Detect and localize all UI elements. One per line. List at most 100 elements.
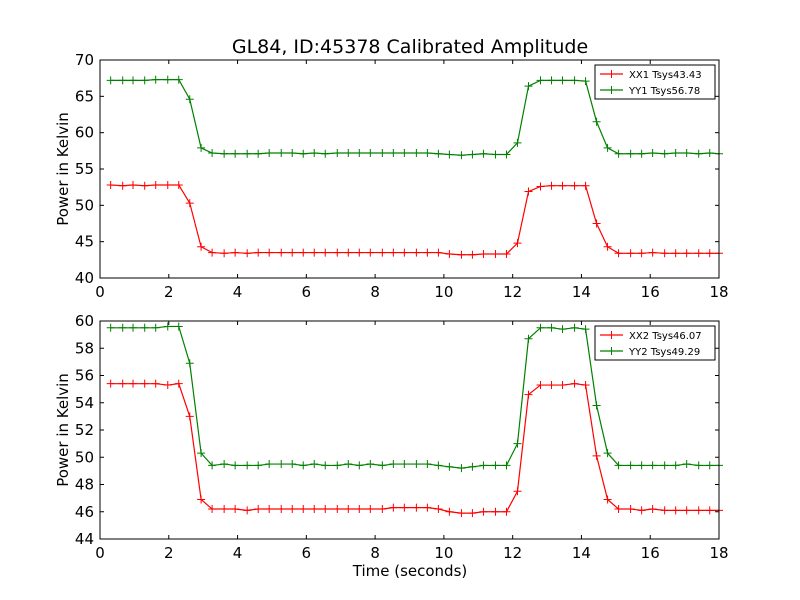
data-point xyxy=(174,322,183,331)
data-point xyxy=(378,248,387,257)
data-point xyxy=(536,323,545,332)
data-point xyxy=(479,149,488,158)
data-point xyxy=(457,250,466,259)
data-point xyxy=(220,505,229,514)
data-point xyxy=(648,461,657,470)
data-point xyxy=(502,461,511,470)
data-point xyxy=(197,449,206,458)
data-point xyxy=(288,460,297,469)
data-point xyxy=(151,75,160,84)
data-point xyxy=(174,379,183,388)
x-tick-label: 16 xyxy=(641,283,660,301)
legend: XX2 Tsys46.07 YY2 Tsys49.29 xyxy=(594,325,716,361)
data-point xyxy=(389,503,398,512)
x-tick-label: 8 xyxy=(370,544,380,562)
data-point xyxy=(310,505,319,514)
data-point xyxy=(660,249,669,258)
data-point xyxy=(445,507,454,516)
data-point xyxy=(445,462,454,471)
data-point xyxy=(547,381,556,390)
data-point xyxy=(355,149,364,158)
data-point xyxy=(626,505,635,514)
data-point xyxy=(174,75,183,84)
x-tick-label: 2 xyxy=(164,544,174,562)
data-point xyxy=(378,461,387,470)
data-point xyxy=(502,150,511,159)
data-point xyxy=(400,503,409,512)
data-point xyxy=(299,248,308,257)
data-point xyxy=(468,150,477,159)
y-tick-label: 70 xyxy=(75,51,94,69)
data-point xyxy=(129,180,138,189)
y-tick-label: 56 xyxy=(75,367,94,385)
data-point xyxy=(682,506,691,515)
data-point xyxy=(547,76,556,85)
data-point xyxy=(491,150,500,159)
y-tick-label: 45 xyxy=(75,233,94,251)
data-point xyxy=(412,248,421,257)
x-tick-label: 10 xyxy=(434,283,453,301)
data-point xyxy=(592,117,601,126)
data-point xyxy=(423,248,432,257)
data-point xyxy=(457,151,466,160)
data-point xyxy=(445,150,454,159)
data-point xyxy=(118,323,127,332)
data-point xyxy=(243,249,252,258)
data-point xyxy=(321,248,330,257)
data-point xyxy=(140,181,149,190)
data-point xyxy=(457,464,466,473)
data-point xyxy=(648,149,657,158)
y-tick-label: 50 xyxy=(75,196,94,214)
y-tick-label: 65 xyxy=(75,87,94,105)
data-point xyxy=(277,149,286,158)
x-tick-label: 6 xyxy=(302,544,312,562)
data-point xyxy=(389,149,398,158)
data-point xyxy=(321,149,330,158)
data-point xyxy=(174,180,183,189)
data-point xyxy=(445,250,454,259)
data-point xyxy=(355,461,364,470)
x-tick-label: 16 xyxy=(641,544,660,562)
data-point xyxy=(694,149,703,158)
data-point xyxy=(299,461,308,470)
data-point xyxy=(299,505,308,514)
data-point xyxy=(129,379,138,388)
data-point xyxy=(344,149,353,158)
legend-label: YY2 Tsys49.29 xyxy=(628,347,700,358)
data-point xyxy=(648,248,657,257)
data-point xyxy=(333,248,342,257)
data-point xyxy=(434,149,443,158)
data-point xyxy=(310,460,319,469)
data-point xyxy=(118,181,127,190)
data-point xyxy=(491,250,500,259)
data-point xyxy=(231,248,240,257)
y-tick-label: 52 xyxy=(75,421,94,439)
data-point xyxy=(603,495,612,504)
data-point xyxy=(140,76,149,85)
data-point xyxy=(208,505,217,514)
legend-box xyxy=(594,325,716,361)
data-point xyxy=(491,461,500,470)
data-point xyxy=(547,181,556,190)
bottom-y-axis-label: Power in Kelvin xyxy=(54,373,72,487)
data-point xyxy=(547,323,556,332)
data-point xyxy=(400,460,409,469)
data-point xyxy=(558,381,567,390)
data-point xyxy=(265,505,274,514)
x-tick-label: 10 xyxy=(434,544,453,562)
data-point xyxy=(344,505,353,514)
data-point xyxy=(671,506,680,515)
data-point xyxy=(106,379,115,388)
x-tick-label: 18 xyxy=(709,544,728,562)
data-point xyxy=(513,439,522,448)
data-point xyxy=(536,76,545,85)
data-point xyxy=(536,182,545,191)
data-point xyxy=(412,503,421,512)
x-axis-label: Time (seconds) xyxy=(352,562,468,580)
data-point xyxy=(468,509,477,518)
data-point xyxy=(265,248,274,257)
data-point xyxy=(434,248,443,257)
x-tick-label: 12 xyxy=(503,283,522,301)
